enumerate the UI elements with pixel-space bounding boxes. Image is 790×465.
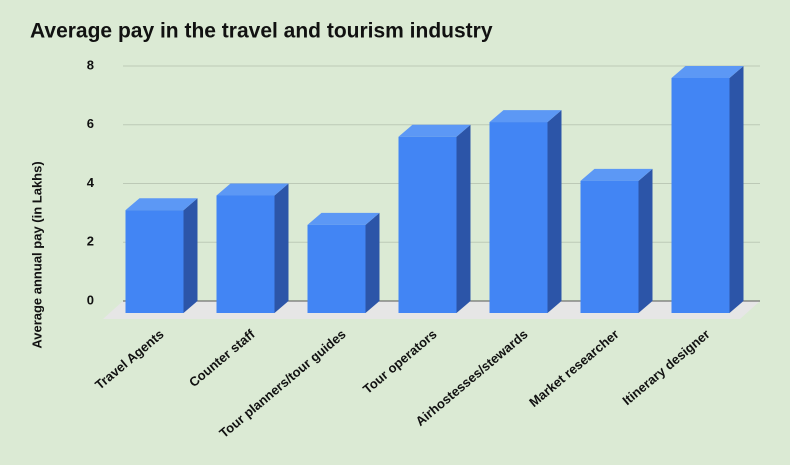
- bar-top: [216, 183, 289, 196]
- bar-top: [125, 198, 198, 211]
- bar: [125, 210, 184, 313]
- y-tick-label: 4: [87, 175, 95, 190]
- bar-side: [274, 183, 289, 313]
- bar-top: [398, 124, 471, 137]
- bar: [671, 78, 730, 313]
- y-tick-label: 8: [87, 57, 94, 72]
- bar: [307, 224, 366, 313]
- bar-side: [638, 168, 653, 313]
- bar: [580, 180, 639, 313]
- bar-side: [547, 110, 562, 313]
- chart-title: Average pay in the travel and tourism in…: [30, 20, 493, 43]
- bar-side: [729, 66, 744, 313]
- bar-top: [671, 66, 744, 78]
- bar: [489, 122, 548, 313]
- bar-side: [183, 198, 198, 313]
- bar-side: [456, 124, 471, 313]
- bar-top: [580, 168, 653, 181]
- bar: [398, 136, 457, 313]
- bar-side: [365, 212, 380, 313]
- y-tick-label: 0: [87, 292, 94, 307]
- bar-top: [489, 110, 562, 123]
- bar: [216, 195, 275, 313]
- y-tick-label: 2: [87, 234, 94, 249]
- y-tick-label: 6: [87, 116, 94, 131]
- y-axis-label: Average annual pay (in Lakhs): [29, 161, 44, 348]
- bar-top: [307, 212, 380, 225]
